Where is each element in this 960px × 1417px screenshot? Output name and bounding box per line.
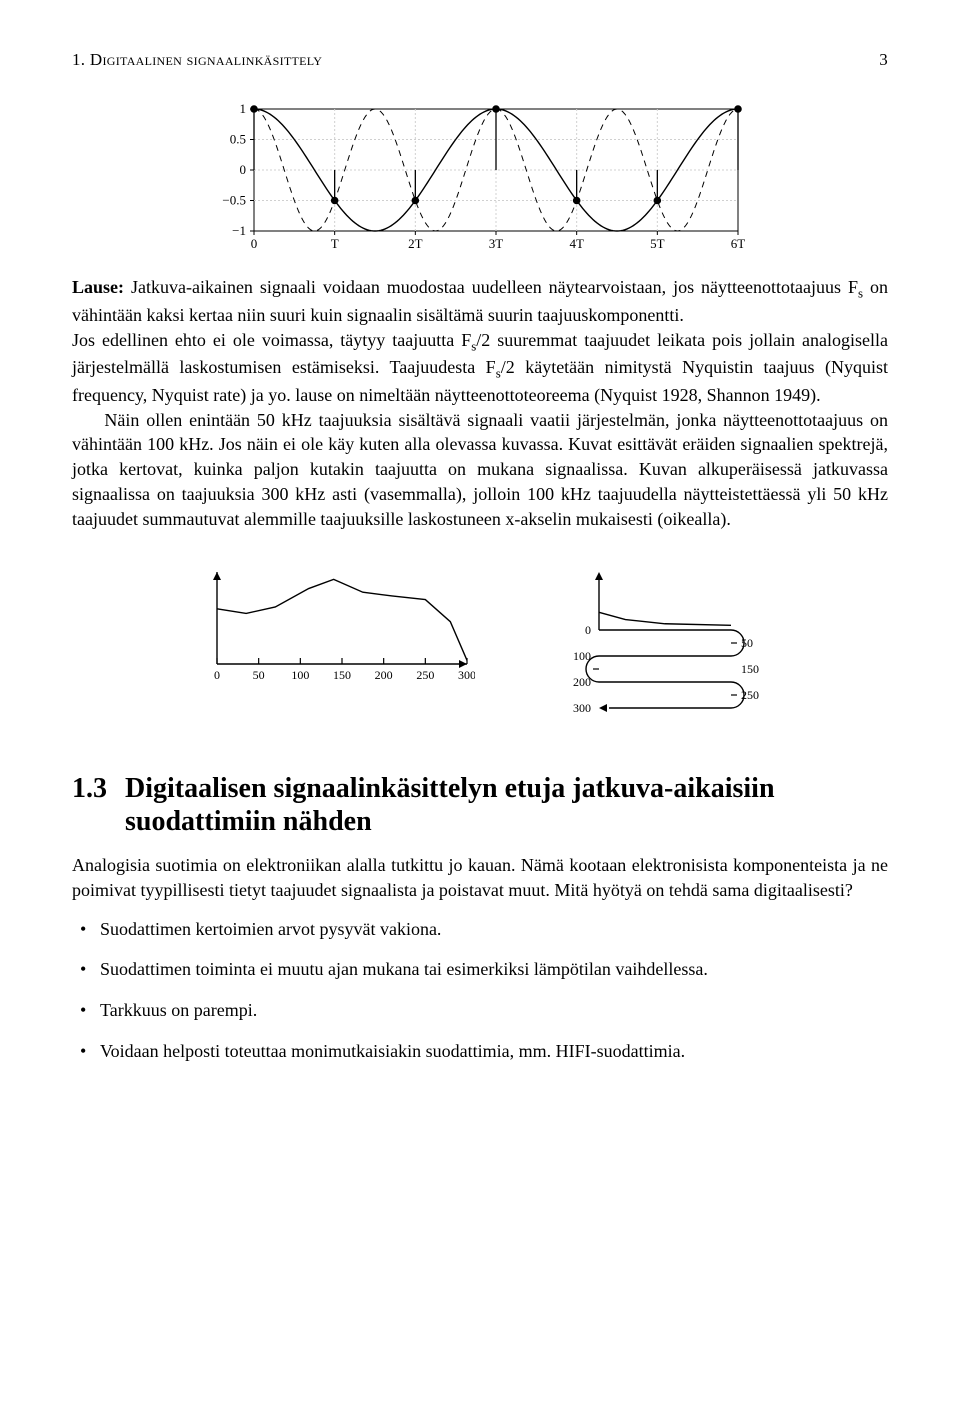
bullet-item: Suodattimen toiminta ei muutu ajan mukan…	[100, 957, 888, 982]
svg-text:50: 50	[253, 668, 265, 682]
spectrum-left-chart: 0 50 100 150 200 250 300	[195, 566, 475, 686]
bullet-item: Voidaan helposti toteuttaa monimutkaisia…	[100, 1039, 888, 1064]
svg-text:100: 100	[291, 668, 309, 682]
lause-label: Lause:	[72, 277, 124, 297]
lause-text-a: Jatkuva-aikainen signaali voidaan muodos…	[124, 277, 858, 297]
section-title: Digitaalisen signaalinkäsittelyn etuja j…	[125, 772, 888, 839]
svg-text:0: 0	[214, 668, 220, 682]
svg-text:2T: 2T	[408, 236, 423, 251]
paragraph-3: Näin ollen enintään 50 kHz taajuuksia si…	[72, 408, 888, 532]
svg-text:50: 50	[741, 636, 753, 650]
svg-text:−0.5: −0.5	[222, 193, 246, 208]
paragraph-2: Jos edellinen ehto ei ole voimassa, täyt…	[72, 328, 888, 408]
svg-text:300: 300	[573, 701, 591, 715]
svg-text:−1: −1	[232, 223, 246, 238]
svg-text:200: 200	[375, 668, 393, 682]
svg-text:0: 0	[251, 236, 258, 251]
svg-text:0: 0	[240, 162, 247, 177]
svg-text:5T: 5T	[650, 236, 665, 251]
bullet-item: Tarkkuus on parempi.	[100, 998, 888, 1023]
section-intro: Analogisia suotimia on elektroniikan ala…	[72, 853, 888, 903]
running-head: 1. Digitaalinen signaalinkäsittely 3	[72, 48, 888, 71]
svg-text:150: 150	[333, 668, 351, 682]
svg-text:6T: 6T	[731, 236, 746, 251]
bullet-list: Suodattimen kertoimien arvot pysyvät vak…	[72, 917, 888, 1064]
svg-text:150: 150	[741, 662, 759, 676]
section-heading: 1.3 Digitaalisen signaalinkäsittelyn etu…	[72, 772, 888, 839]
svg-text:250: 250	[416, 668, 434, 682]
svg-text:T: T	[331, 236, 339, 251]
spectra-row: 0 50 100 150 200 250 300 0 100 200 300 50 150 250	[72, 566, 888, 736]
svg-text:1: 1	[240, 101, 247, 116]
svg-text:0: 0	[585, 623, 591, 637]
svg-text:300: 300	[458, 668, 475, 682]
p2a: Jos edellinen ehto ei ole voimassa, täyt…	[72, 330, 471, 350]
svg-text:100: 100	[573, 649, 591, 663]
svg-text:0.5: 0.5	[230, 132, 246, 147]
svg-text:4T: 4T	[569, 236, 584, 251]
bullet-item: Suodattimen kertoimien arvot pysyvät vak…	[100, 917, 888, 942]
running-head-title: 1. Digitaalinen signaalinkäsittely	[72, 48, 322, 71]
page-number: 3	[879, 48, 888, 71]
svg-text:200: 200	[573, 675, 591, 689]
lause-paragraph: Lause: Jatkuva-aikainen signaali voidaan…	[72, 275, 888, 327]
spectrum-right-chart: 0 100 200 300 50 150 250	[565, 566, 765, 736]
svg-text:3T: 3T	[489, 236, 504, 251]
aliasing-chart: −1 −0.5 0 0.5 1 0 T 2T 3T 4T 5T 6T	[72, 99, 888, 255]
svg-text:250: 250	[741, 688, 759, 702]
section-number: 1.3	[72, 772, 107, 806]
